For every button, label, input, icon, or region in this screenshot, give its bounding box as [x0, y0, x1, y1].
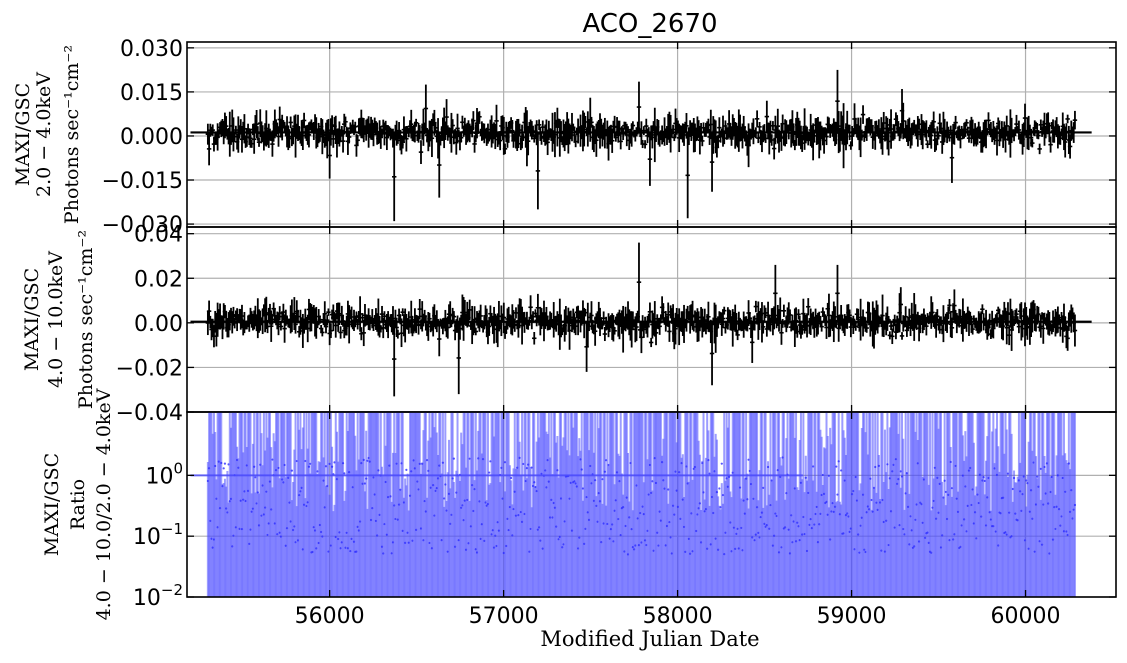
x-tick-label: 56000	[295, 604, 365, 629]
ratio-point	[835, 465, 838, 468]
ratio-point	[869, 477, 872, 480]
ratio-point	[214, 464, 217, 468]
y-tick-label: −0.02	[116, 356, 183, 381]
y-tick-label-base: 10	[145, 464, 173, 489]
ratio-point	[707, 459, 710, 462]
ratio-point	[886, 463, 889, 466]
ratio-point	[718, 487, 721, 490]
ratio-point	[341, 462, 345, 465]
ratio-point	[715, 491, 719, 494]
ratio-point	[556, 469, 559, 472]
panel-soft: −0.030 −0.015 0.000 0.015 0.030 MAXI/GSC 2.0 −…	[12, 37, 1117, 238]
y-tick-label: −0.04	[116, 401, 183, 426]
ratio-point	[452, 457, 455, 460]
panel-hard: −0.04 −0.02 0.00 0.02 0.04 MAXI/GSC 4.0 − 10.0…	[21, 223, 1117, 426]
panel-data-ratio	[190, 412, 1077, 597]
ratio-point	[377, 469, 380, 472]
x-tick-label: 59000	[817, 604, 887, 629]
ratio-point	[307, 465, 311, 468]
ratio-point	[949, 460, 952, 464]
ratio-point	[365, 477, 368, 480]
panel-data-soft	[190, 69, 1092, 222]
y-tick-label-base: 10	[133, 586, 161, 611]
y-axis-label-line: MAXI/GSC	[12, 83, 34, 186]
ratio-point	[343, 472, 346, 475]
y-axis-label-line: Photons sec⁻¹cm⁻²	[61, 45, 83, 224]
y-tick-label-base: 10	[133, 525, 161, 550]
y-tick-label: 100	[145, 459, 183, 489]
ratio-point	[738, 486, 742, 489]
ratio-point	[1073, 503, 1077, 507]
ratio-point	[283, 463, 286, 467]
ratio-point	[220, 461, 223, 465]
ratio-point	[222, 467, 225, 470]
y-axis-label-line: 4.0 − 10.0/2.0 − 4.0keV	[93, 388, 115, 620]
ratio-point	[877, 464, 880, 467]
chart-title: ACO_2670	[582, 9, 717, 39]
y-tick-label: 0.00	[134, 312, 183, 337]
ratio-point	[1043, 465, 1046, 469]
ratio-point	[804, 476, 807, 479]
y-axis-label-line: 4.0 − 10.0keV	[45, 251, 67, 388]
ratio-point	[594, 479, 597, 482]
ratio-point	[256, 491, 259, 494]
ratio-point	[766, 465, 770, 469]
ratio-point	[982, 476, 985, 479]
y-tick-label-exponent: 0	[173, 459, 183, 477]
y-tick-label-exponent: −1	[161, 520, 183, 538]
ratio-point	[702, 491, 705, 494]
y-tick-label-exponent: −2	[161, 581, 183, 599]
ratio-point	[746, 498, 749, 501]
y-axis-label-line: Ratio	[67, 479, 89, 530]
ratio-point	[874, 465, 877, 469]
y-tick-label: 0.02	[134, 267, 183, 292]
ratio-point	[720, 462, 723, 465]
y-tick-label: 10−2	[133, 581, 183, 611]
y-axis-label-line: 2.0 − 4.0keV	[33, 72, 55, 197]
x-tick-label: 58000	[643, 604, 713, 629]
ratio-point	[943, 479, 946, 482]
x-tick-label: 57000	[469, 604, 539, 629]
x-axis-label: Modified Julian Date	[540, 627, 759, 651]
y-tick-label: 10−1	[133, 520, 183, 550]
x-tick-label: 60000	[991, 604, 1061, 629]
ratio-point	[253, 465, 256, 468]
ratio-point	[451, 477, 454, 480]
ratio-point	[518, 456, 521, 460]
ratio-point	[837, 460, 840, 463]
panel-frame	[186, 411, 1117, 598]
ratio-point	[405, 468, 408, 471]
y-axis-label-line: MAXI/GSC	[41, 453, 63, 556]
panel-data-hard	[190, 242, 1092, 397]
y-tick-label: 0.015	[120, 81, 183, 106]
ratio-point	[603, 470, 606, 473]
ratio-point	[1067, 462, 1070, 465]
ratio-point	[277, 466, 280, 470]
y-axis-label-line: MAXI/GSC	[21, 268, 43, 371]
ratio-point	[444, 483, 447, 486]
ratio-point	[698, 502, 701, 505]
y-tick-label: −0.015	[102, 169, 183, 194]
ratio-point	[223, 462, 227, 465]
ratio-point	[510, 476, 513, 480]
ratio-point	[533, 481, 536, 484]
y-axis-label-line: Photons sec⁻¹cm⁻²	[75, 230, 97, 409]
ratio-point	[580, 468, 583, 471]
y-tick-label: −0.030	[102, 213, 183, 238]
ratio-point	[290, 469, 294, 472]
y-tick-label: 0.04	[134, 223, 183, 248]
ratio-point	[441, 461, 445, 464]
y-tick-label: 0.000	[120, 125, 183, 150]
y-tick-label: 0.030	[120, 37, 183, 62]
ratio-point	[1012, 476, 1016, 480]
ratio-point	[389, 495, 392, 498]
ratio-point	[362, 458, 365, 461]
ratio-point	[330, 465, 334, 468]
ratio-point	[418, 462, 421, 465]
ratio-point	[488, 471, 491, 474]
